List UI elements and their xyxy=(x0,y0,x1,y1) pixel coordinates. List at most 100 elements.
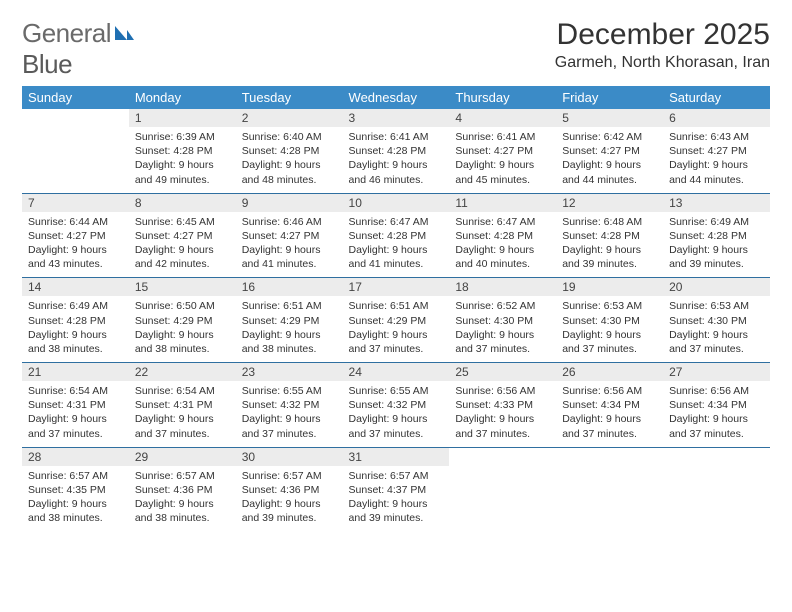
day-cell: Sunrise: 6:57 AMSunset: 4:35 PMDaylight:… xyxy=(22,466,129,532)
daylight-line: Daylight: 9 hours and 38 minutes. xyxy=(28,497,123,525)
day-number: 8 xyxy=(129,194,236,212)
logo-text: General Blue xyxy=(22,18,135,80)
sunset-line: Sunset: 4:28 PM xyxy=(669,229,764,243)
day-cell: Sunrise: 6:56 AMSunset: 4:34 PMDaylight:… xyxy=(556,381,663,447)
day-cell: Sunrise: 6:57 AMSunset: 4:37 PMDaylight:… xyxy=(343,466,450,532)
sunset-line: Sunset: 4:36 PM xyxy=(242,483,337,497)
sunrise-line: Sunrise: 6:48 AM xyxy=(562,215,657,229)
day-cell: Sunrise: 6:56 AMSunset: 4:33 PMDaylight:… xyxy=(449,381,556,447)
daylight-line: Daylight: 9 hours and 37 minutes. xyxy=(349,412,444,440)
logo-word2: Blue xyxy=(22,49,72,79)
daynum-row: 123456 xyxy=(22,109,770,127)
day-number: 15 xyxy=(129,278,236,296)
day-cell xyxy=(449,466,556,532)
sunrise-line: Sunrise: 6:53 AM xyxy=(669,299,764,313)
sunset-line: Sunset: 4:37 PM xyxy=(349,483,444,497)
day-number: 1 xyxy=(129,109,236,127)
day-cell: Sunrise: 6:43 AMSunset: 4:27 PMDaylight:… xyxy=(663,127,770,193)
day-number: 5 xyxy=(556,109,663,127)
daylight-line: Daylight: 9 hours and 45 minutes. xyxy=(455,158,550,186)
sunrise-line: Sunrise: 6:40 AM xyxy=(242,130,337,144)
day-cell: Sunrise: 6:55 AMSunset: 4:32 PMDaylight:… xyxy=(343,381,450,447)
sunset-line: Sunset: 4:29 PM xyxy=(135,314,230,328)
daylight-line: Daylight: 9 hours and 37 minutes. xyxy=(562,328,657,356)
day-body-row: Sunrise: 6:54 AMSunset: 4:31 PMDaylight:… xyxy=(22,381,770,447)
day-cell: Sunrise: 6:50 AMSunset: 4:29 PMDaylight:… xyxy=(129,296,236,362)
sunrise-line: Sunrise: 6:52 AM xyxy=(455,299,550,313)
sunrise-line: Sunrise: 6:42 AM xyxy=(562,130,657,144)
sunset-line: Sunset: 4:28 PM xyxy=(562,229,657,243)
day-number: 21 xyxy=(22,363,129,381)
col-friday: Friday xyxy=(556,86,663,109)
day-cell: Sunrise: 6:48 AMSunset: 4:28 PMDaylight:… xyxy=(556,212,663,278)
day-number: 27 xyxy=(663,363,770,381)
sunset-line: Sunset: 4:34 PM xyxy=(562,398,657,412)
day-number: 6 xyxy=(663,109,770,127)
daylight-line: Daylight: 9 hours and 37 minutes. xyxy=(562,412,657,440)
day-body-row: Sunrise: 6:49 AMSunset: 4:28 PMDaylight:… xyxy=(22,296,770,362)
sunrise-line: Sunrise: 6:54 AM xyxy=(28,384,123,398)
sunset-line: Sunset: 4:32 PM xyxy=(349,398,444,412)
sunrise-line: Sunrise: 6:49 AM xyxy=(669,215,764,229)
sunrise-line: Sunrise: 6:51 AM xyxy=(242,299,337,313)
daylight-line: Daylight: 9 hours and 38 minutes. xyxy=(135,497,230,525)
sunrise-line: Sunrise: 6:55 AM xyxy=(242,384,337,398)
daylight-line: Daylight: 9 hours and 37 minutes. xyxy=(242,412,337,440)
sunrise-line: Sunrise: 6:41 AM xyxy=(455,130,550,144)
sunset-line: Sunset: 4:30 PM xyxy=(455,314,550,328)
daylight-line: Daylight: 9 hours and 37 minutes. xyxy=(669,412,764,440)
daylight-line: Daylight: 9 hours and 37 minutes. xyxy=(349,328,444,356)
day-number: 4 xyxy=(449,109,556,127)
daylight-line: Daylight: 9 hours and 38 minutes. xyxy=(135,328,230,356)
day-body-row: Sunrise: 6:44 AMSunset: 4:27 PMDaylight:… xyxy=(22,212,770,278)
daylight-line: Daylight: 9 hours and 48 minutes. xyxy=(242,158,337,186)
daylight-line: Daylight: 9 hours and 38 minutes. xyxy=(28,328,123,356)
sunset-line: Sunset: 4:30 PM xyxy=(562,314,657,328)
logo: General Blue xyxy=(22,18,135,80)
sunrise-line: Sunrise: 6:57 AM xyxy=(28,469,123,483)
daynum-row: 14151617181920 xyxy=(22,278,770,296)
daylight-line: Daylight: 9 hours and 37 minutes. xyxy=(455,328,550,356)
calendar-table: Sunday Monday Tuesday Wednesday Thursday… xyxy=(22,86,770,531)
sunrise-line: Sunrise: 6:54 AM xyxy=(135,384,230,398)
sunset-line: Sunset: 4:27 PM xyxy=(562,144,657,158)
daylight-line: Daylight: 9 hours and 37 minutes. xyxy=(669,328,764,356)
day-number: 18 xyxy=(449,278,556,296)
weekday-header-row: Sunday Monday Tuesday Wednesday Thursday… xyxy=(22,86,770,109)
sunrise-line: Sunrise: 6:43 AM xyxy=(669,130,764,144)
daylight-line: Daylight: 9 hours and 44 minutes. xyxy=(562,158,657,186)
day-number: 25 xyxy=(449,363,556,381)
day-body-row: Sunrise: 6:57 AMSunset: 4:35 PMDaylight:… xyxy=(22,466,770,532)
sunset-line: Sunset: 4:28 PM xyxy=(349,229,444,243)
sunset-line: Sunset: 4:28 PM xyxy=(135,144,230,158)
day-number: 28 xyxy=(22,448,129,466)
daylight-line: Daylight: 9 hours and 37 minutes. xyxy=(28,412,123,440)
sunset-line: Sunset: 4:33 PM xyxy=(455,398,550,412)
sunset-line: Sunset: 4:32 PM xyxy=(242,398,337,412)
col-sunday: Sunday xyxy=(22,86,129,109)
day-number: 22 xyxy=(129,363,236,381)
sunrise-line: Sunrise: 6:57 AM xyxy=(349,469,444,483)
col-thursday: Thursday xyxy=(449,86,556,109)
sunset-line: Sunset: 4:34 PM xyxy=(669,398,764,412)
sunset-line: Sunset: 4:27 PM xyxy=(455,144,550,158)
sunset-line: Sunset: 4:27 PM xyxy=(135,229,230,243)
sunrise-line: Sunrise: 6:41 AM xyxy=(349,130,444,144)
day-number: 20 xyxy=(663,278,770,296)
day-number xyxy=(556,448,663,466)
day-number: 31 xyxy=(343,448,450,466)
day-number: 13 xyxy=(663,194,770,212)
day-cell: Sunrise: 6:51 AMSunset: 4:29 PMDaylight:… xyxy=(236,296,343,362)
daynum-row: 28293031 xyxy=(22,448,770,466)
daylight-line: Daylight: 9 hours and 39 minutes. xyxy=(562,243,657,271)
sunset-line: Sunset: 4:30 PM xyxy=(669,314,764,328)
day-number: 19 xyxy=(556,278,663,296)
sunset-line: Sunset: 4:27 PM xyxy=(28,229,123,243)
logo-sail-icon xyxy=(113,18,135,49)
daylight-line: Daylight: 9 hours and 46 minutes. xyxy=(349,158,444,186)
sunrise-line: Sunrise: 6:51 AM xyxy=(349,299,444,313)
daylight-line: Daylight: 9 hours and 40 minutes. xyxy=(455,243,550,271)
daynum-row: 21222324252627 xyxy=(22,363,770,381)
sunset-line: Sunset: 4:29 PM xyxy=(349,314,444,328)
day-cell: Sunrise: 6:56 AMSunset: 4:34 PMDaylight:… xyxy=(663,381,770,447)
